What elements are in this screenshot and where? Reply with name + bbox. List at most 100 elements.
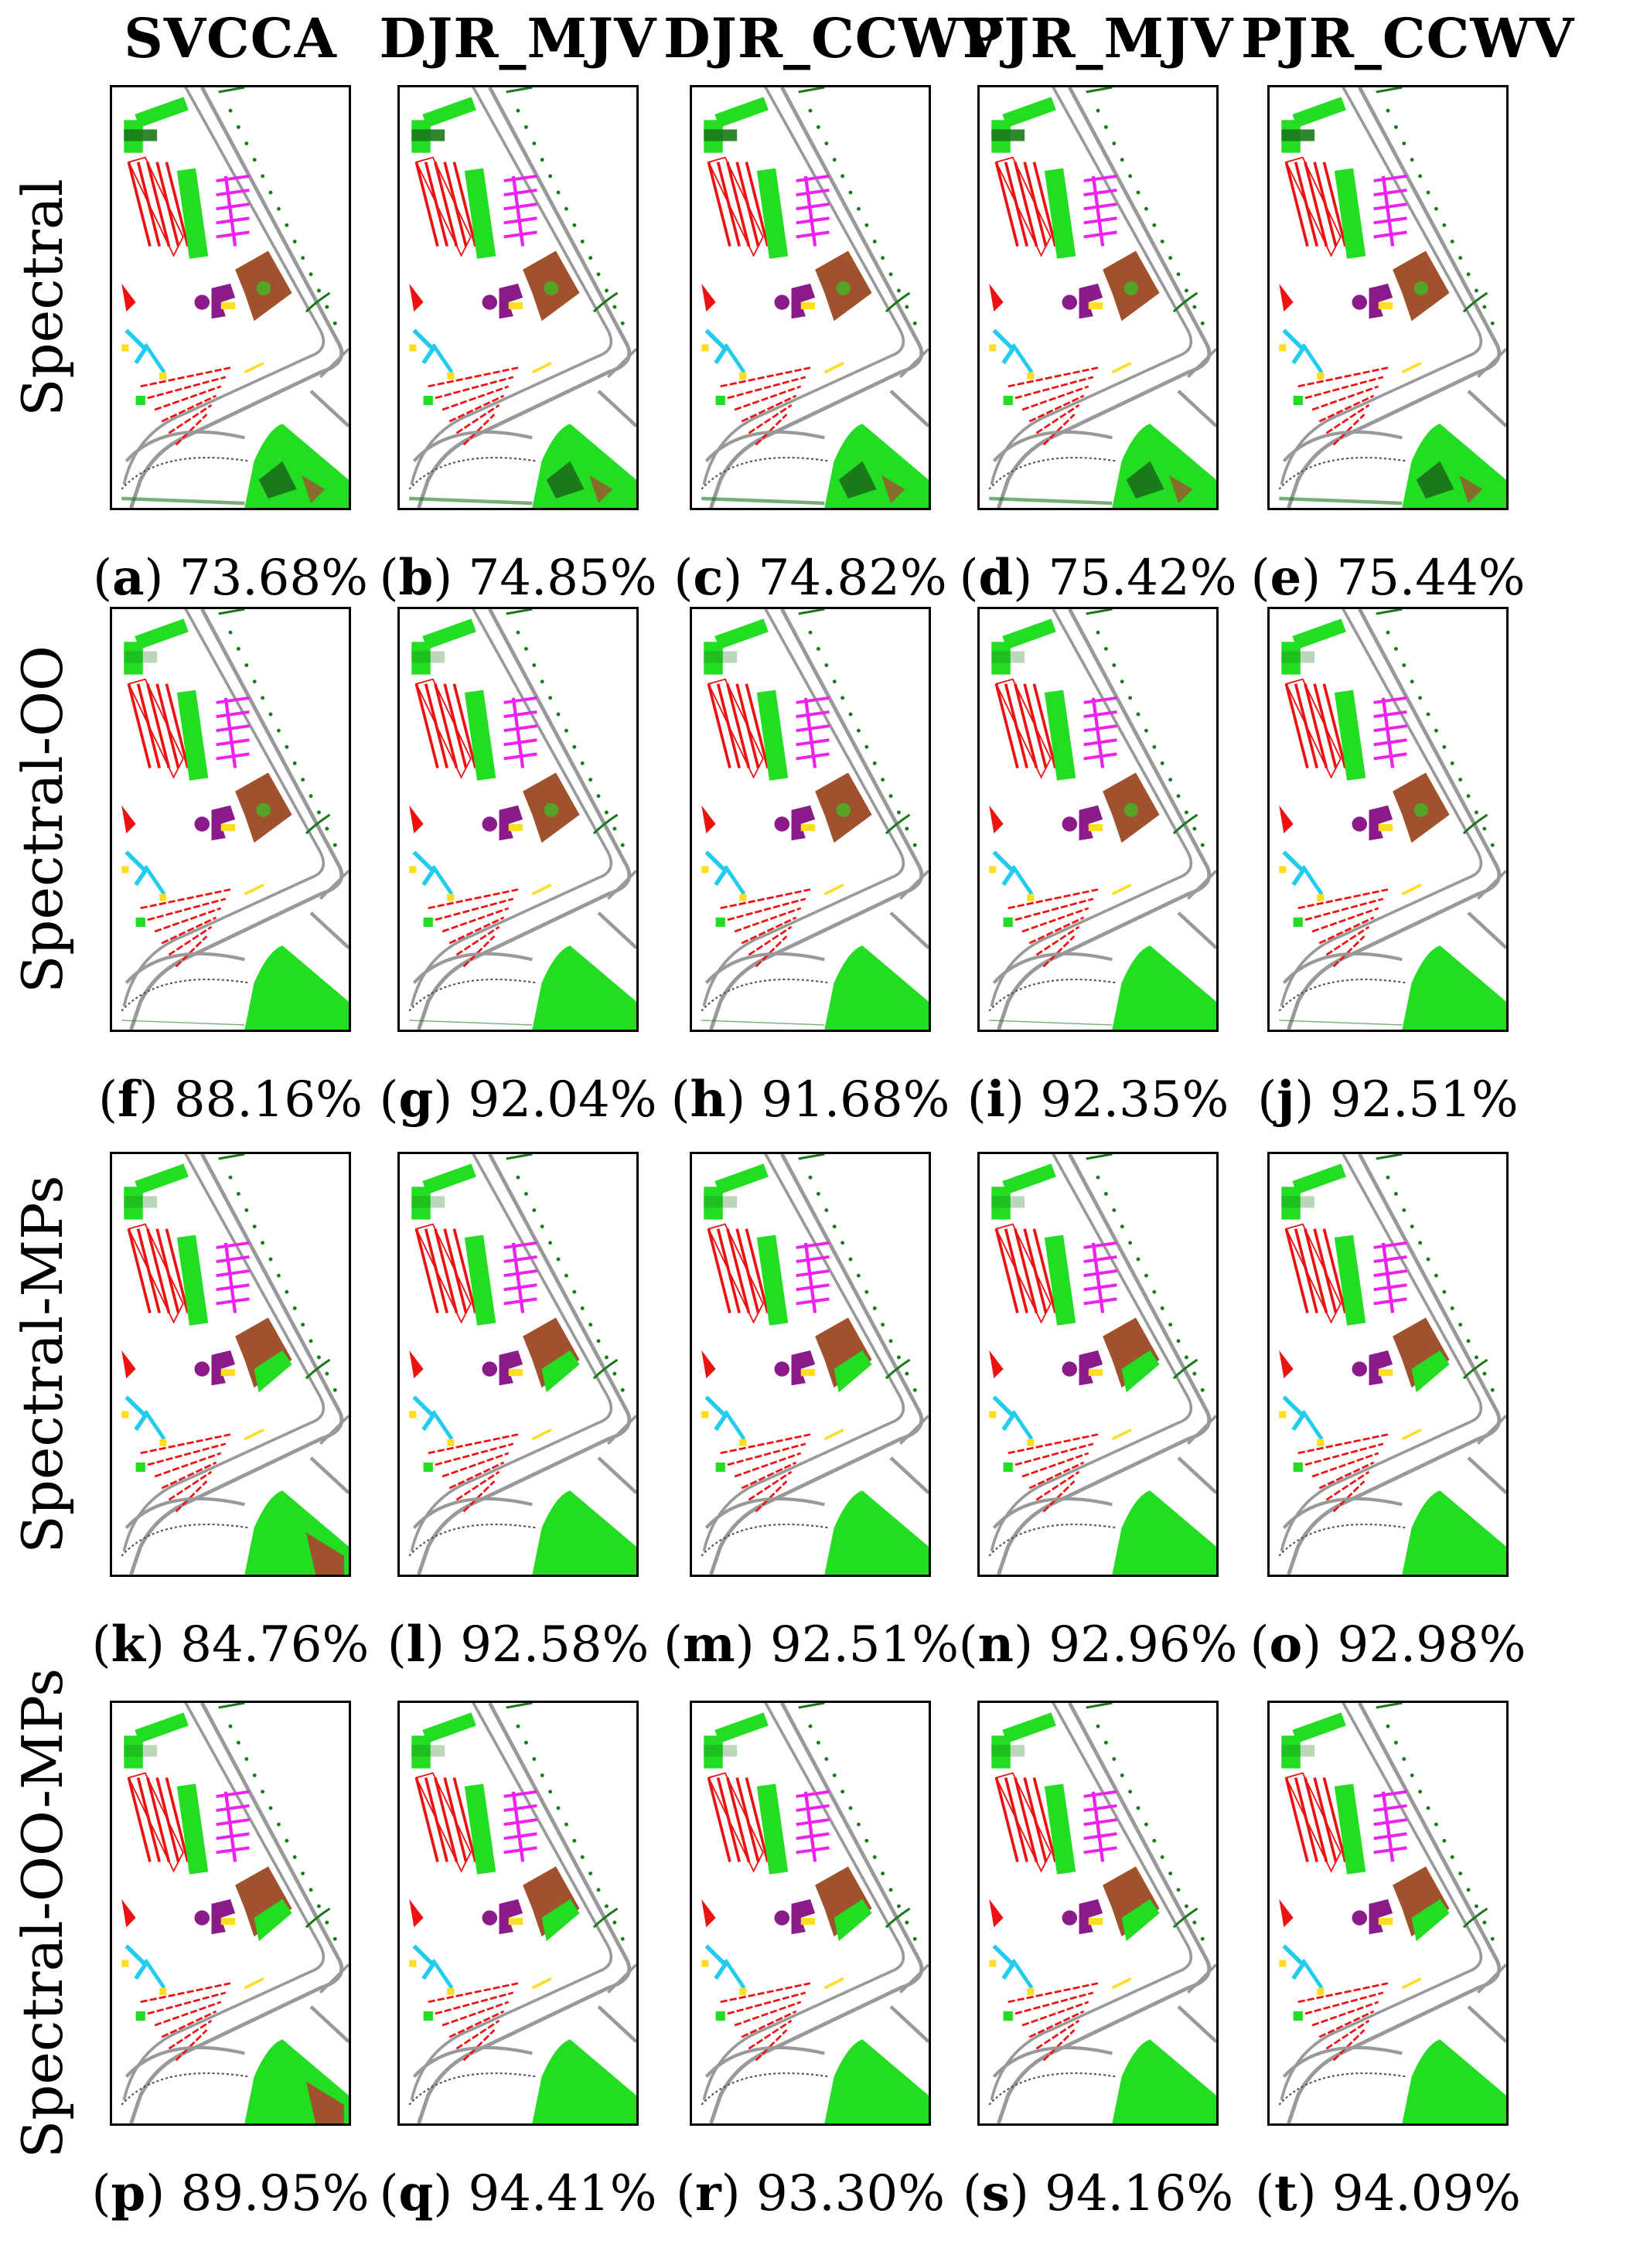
panel-caption: (q) 94.41%	[379, 2164, 657, 2222]
classification-map	[701, 1154, 929, 1575]
panel-letter: h	[690, 1071, 727, 1129]
panel-caption: (r) 93.30%	[675, 2164, 946, 2222]
overall-accuracy: 94.09%	[1331, 2165, 1521, 2222]
panel-letter: a	[112, 549, 145, 607]
classification-map-panel	[110, 85, 351, 510]
overall-accuracy: 92.35%	[1040, 1071, 1229, 1129]
panel-caption: (p) 89.95%	[91, 2164, 370, 2222]
classification-map	[1278, 87, 1506, 508]
panel-letter: r	[694, 2164, 721, 2222]
row-header: Spectral-OO-MPs	[0, 1668, 85, 2158]
classification-map-panel	[977, 607, 1219, 1032]
classification-map	[701, 87, 929, 508]
row-header: Spectral-MPs	[0, 1152, 85, 1577]
panel-caption: (m) 92.51%	[663, 1616, 960, 1674]
classification-map-panel	[397, 85, 639, 510]
classification-map	[1278, 609, 1506, 1030]
overall-accuracy: 91.68%	[761, 1071, 950, 1129]
classification-map	[1278, 1703, 1506, 2123]
row-header: Spectral	[0, 85, 85, 510]
panel-caption: (c) 74.82%	[673, 549, 947, 607]
classification-map	[1278, 1154, 1506, 1575]
overall-accuracy: 75.44%	[1336, 550, 1526, 607]
panel-caption: (t) 94.09%	[1255, 2164, 1521, 2222]
panel-caption: (j) 92.51%	[1257, 1071, 1519, 1129]
classification-map-panel	[690, 1701, 931, 2126]
row-header: Spectral-OO	[0, 607, 85, 1032]
overall-accuracy: 92.58%	[460, 1616, 650, 1674]
classification-map-panel	[110, 1701, 351, 2126]
panel-caption: (s) 94.16%	[962, 2164, 1234, 2222]
overall-accuracy: 84.76%	[180, 1616, 370, 1674]
classification-map	[121, 1154, 349, 1575]
overall-accuracy: 93.30%	[755, 2165, 946, 2222]
panel-caption: (k) 84.76%	[91, 1616, 370, 1674]
classification-map-panel	[690, 607, 931, 1032]
panel-letter: p	[111, 2164, 146, 2222]
row-label: Spectral-OO	[10, 645, 75, 994]
overall-accuracy: 74.82%	[758, 550, 947, 607]
overall-accuracy: 94.41%	[468, 2165, 657, 2222]
classification-map-panel	[397, 1152, 639, 1577]
classification-map	[988, 1154, 1216, 1575]
panel-caption: (f) 88.16%	[98, 1071, 363, 1129]
column-header: DJR_MJV	[379, 6, 657, 70]
panel-caption: (a) 73.68%	[93, 549, 368, 607]
panel-caption: (h) 91.68%	[670, 1071, 950, 1129]
overall-accuracy: 92.04%	[468, 1071, 657, 1129]
panel-letter: d	[978, 549, 1014, 607]
classification-map-panel	[110, 1152, 351, 1577]
classification-map-panel	[977, 85, 1219, 510]
classification-map	[701, 609, 929, 1030]
classification-map-panel	[1267, 607, 1509, 1032]
panel-letter: n	[977, 1616, 1014, 1674]
classification-map-panel	[1267, 85, 1509, 510]
classification-map	[121, 1703, 349, 2123]
overall-accuracy: 92.98%	[1337, 1616, 1526, 1674]
classification-map-panel	[977, 1152, 1219, 1577]
panel-caption: (d) 75.42%	[959, 549, 1237, 607]
panel-letter: k	[111, 1616, 145, 1674]
panel-caption: (l) 92.58%	[387, 1616, 650, 1674]
overall-accuracy: 74.85%	[468, 550, 657, 607]
overall-accuracy: 73.68%	[179, 550, 368, 607]
row-label: Spectral-MPs	[10, 1175, 75, 1554]
overall-accuracy: 92.51%	[770, 1616, 960, 1674]
row-label: Spectral-OO-MPs	[10, 1667, 75, 2159]
overall-accuracy: 94.16%	[1045, 2165, 1234, 2222]
column-header: PJR_CCWV	[1241, 6, 1575, 70]
panel-letter: o	[1269, 1616, 1303, 1674]
classification-map	[408, 1703, 636, 2123]
classification-map	[121, 87, 349, 508]
classification-map	[988, 609, 1216, 1030]
panel-caption: (i) 92.35%	[967, 1071, 1229, 1129]
panel-letter: e	[1270, 549, 1302, 607]
panel-letter: i	[986, 1071, 1005, 1129]
classification-map-panel	[397, 607, 639, 1032]
panel-letter: s	[981, 2164, 1010, 2222]
column-header: DJR_CCWV	[663, 6, 1004, 70]
classification-map	[408, 87, 636, 508]
overall-accuracy: 88.16%	[173, 1071, 363, 1129]
panel-letter: t	[1274, 2164, 1297, 2222]
classification-map	[408, 1154, 636, 1575]
classification-map	[408, 609, 636, 1030]
classification-map-panel	[397, 1701, 639, 2126]
classification-map	[988, 1703, 1216, 2123]
classification-map-panel	[690, 85, 931, 510]
panel-letter: f	[118, 1071, 139, 1129]
panel-letter: g	[398, 1071, 434, 1129]
classification-map-panel	[690, 1152, 931, 1577]
classification-map-panel	[1267, 1701, 1509, 2126]
row-label: Spectral	[10, 179, 75, 417]
panel-letter: l	[406, 1616, 425, 1674]
classification-map	[701, 1703, 929, 2123]
column-header: SVCCA	[124, 6, 337, 70]
classification-map-panel	[977, 1701, 1219, 2126]
classification-map	[121, 609, 349, 1030]
column-header: PJR_MJV	[962, 6, 1234, 70]
overall-accuracy: 92.96%	[1048, 1616, 1238, 1674]
overall-accuracy: 75.42%	[1048, 550, 1237, 607]
panel-caption: (g) 92.04%	[379, 1071, 657, 1129]
classification-map-panel	[1267, 1152, 1509, 1577]
